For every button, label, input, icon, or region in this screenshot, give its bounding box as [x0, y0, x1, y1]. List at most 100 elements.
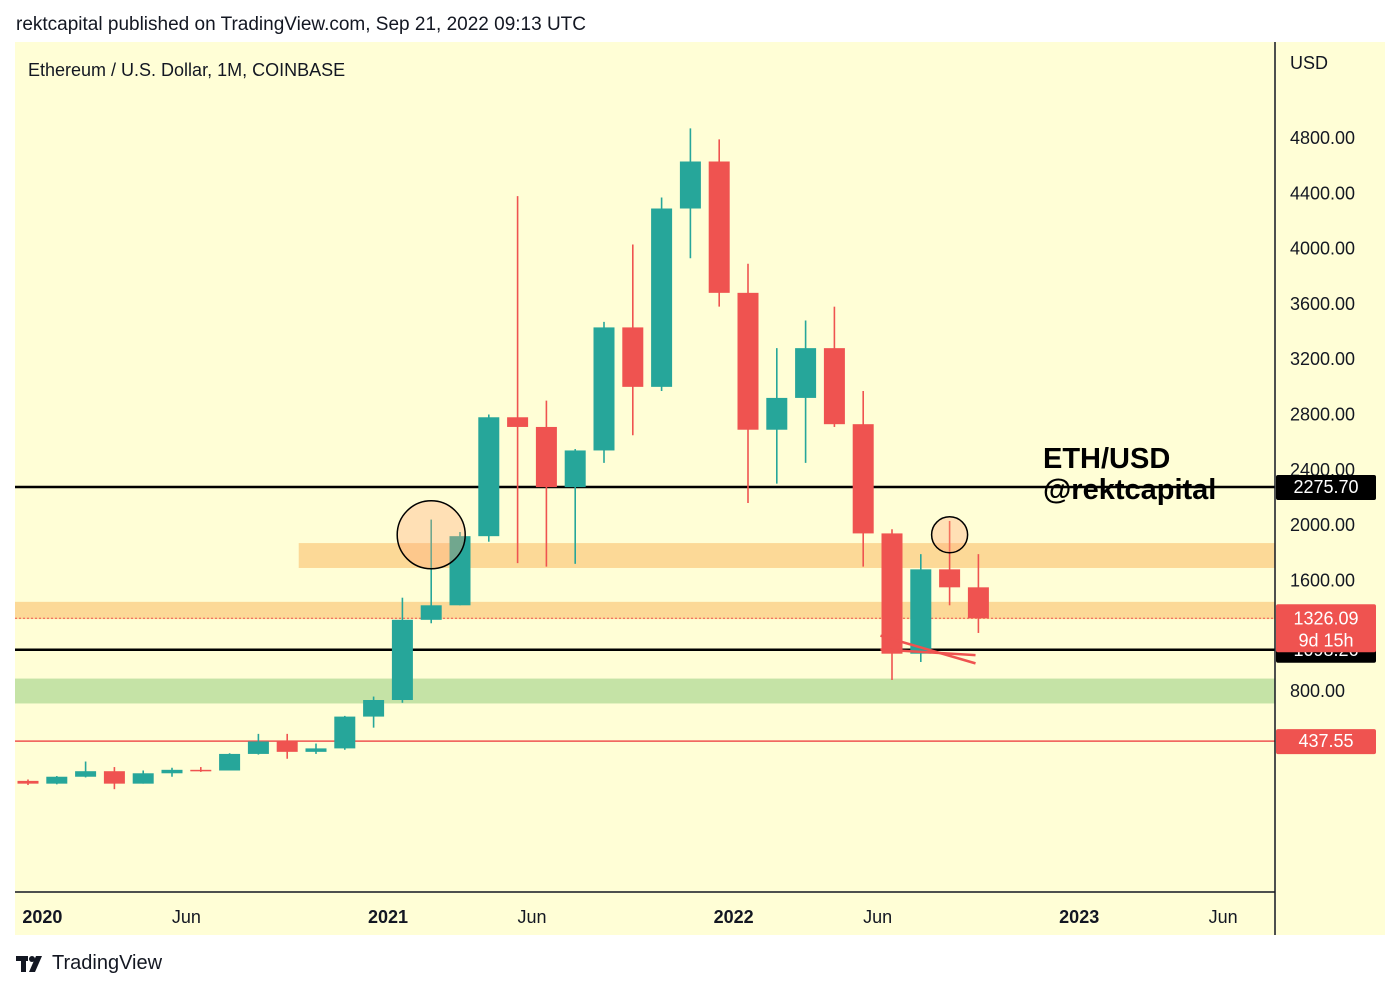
- annotation-line-1: ETH/USD: [1043, 443, 1170, 475]
- y-tick-label: 1600.00: [1290, 570, 1355, 590]
- candle-body: [190, 769, 212, 772]
- candle-body: [766, 397, 788, 430]
- candle-2020-09: [276, 733, 298, 759]
- candle-2021-03: [449, 532, 471, 606]
- last-price-text: 1326.09: [1293, 608, 1358, 628]
- candle-2021-12: [708, 139, 730, 307]
- chart-area[interactable]: 800.00 1600.00 2000.00 2400.00 2800.00 3200.0…: [15, 42, 1385, 935]
- candle-2022-01: [737, 263, 759, 503]
- y-tick-label: 4400.00: [1290, 183, 1355, 203]
- candle-2020-10: [305, 743, 327, 754]
- candle-body: [967, 587, 989, 619]
- candle-body: [939, 569, 961, 588]
- tradingview-brand: TradingView: [52, 952, 163, 974]
- y-tick-label: 2800.00: [1290, 405, 1355, 425]
- y-tick-label: 4000.00: [1290, 239, 1355, 259]
- candle-body: [535, 426, 557, 488]
- candle-2022-07: [910, 554, 932, 662]
- x-tick-label: 2022: [714, 907, 754, 927]
- published-header: rektcapital published on TradingView.com…: [16, 14, 586, 35]
- candle-body: [708, 161, 730, 293]
- symbol-label: Ethereum / U.S. Dollar, 1M, COINBASE: [28, 60, 345, 80]
- y-tick-label: 3600.00: [1290, 294, 1355, 314]
- candle-2020-11: [334, 715, 356, 750]
- countdown-text: 9d 15h: [1298, 630, 1353, 650]
- candle-body: [852, 424, 874, 534]
- candle-2020-06: [190, 767, 212, 772]
- last-price-bg: [1276, 604, 1376, 653]
- candle-body: [622, 327, 644, 387]
- candle-body: [132, 773, 154, 784]
- candle-body: [46, 776, 68, 784]
- price-tag-bg: [1276, 474, 1376, 500]
- y-tick-label: 3200.00: [1290, 349, 1355, 369]
- price-tag-text: 2275.70: [1293, 477, 1358, 497]
- x-tick-label: Jun: [1209, 907, 1238, 927]
- highlight-circle-0: [396, 500, 466, 570]
- candle-2022-03: [795, 320, 817, 463]
- candle-2020-12: [363, 696, 385, 728]
- candle-2022-06: [881, 529, 903, 680]
- zone-green-2: [15, 678, 1275, 704]
- candle-2022-04: [823, 306, 845, 427]
- tradingview-logo[interactable]: TradingView: [16, 952, 162, 975]
- tradingview-logo-icon: [16, 955, 42, 972]
- zone-orange-1: [15, 601, 1275, 620]
- candle-body: [420, 605, 442, 620]
- candle-body: [219, 753, 241, 771]
- circles-layer: [396, 500, 969, 570]
- candle-2021-10: [651, 197, 673, 392]
- x-tick-label: Jun: [172, 907, 201, 927]
- candle-body: [103, 771, 125, 784]
- candle-body: [363, 700, 385, 717]
- candle-body: [478, 417, 500, 537]
- candle-body: [17, 780, 39, 784]
- candle-2020-05: [161, 767, 183, 777]
- candle-2021-06: [535, 400, 557, 567]
- x-tick-label: Jun: [863, 907, 892, 927]
- horizontal-lines-layer: [15, 485, 1275, 742]
- price-tag-text: 437.55: [1298, 731, 1353, 751]
- candle-2021-05: [507, 196, 529, 564]
- candle-body: [305, 748, 327, 752]
- candle-2021-01: [391, 597, 413, 703]
- candle-body: [679, 161, 701, 209]
- candle-2020-07: [219, 753, 241, 771]
- trendline-0: [880, 634, 976, 665]
- candle-2020-04: [132, 770, 154, 784]
- candle-2022-05: [852, 391, 874, 567]
- candle-2021-07: [564, 449, 586, 564]
- candle-body: [507, 417, 529, 427]
- trendline-1: [880, 648, 976, 657]
- candle-2019-12: [17, 779, 39, 786]
- candle-body: [276, 741, 298, 752]
- candle-body: [651, 208, 673, 387]
- trendlines-layer: [880, 634, 976, 665]
- highlight-circle-1: [930, 516, 969, 554]
- y-tick-label: 800.00: [1290, 681, 1345, 701]
- candle-2021-09: [622, 244, 644, 436]
- candle-body: [449, 536, 471, 606]
- candle-2022-09: [967, 554, 989, 633]
- y-tick-label: 4800.00: [1290, 128, 1355, 148]
- x-tick-label: Jun: [517, 907, 546, 927]
- candle-body: [910, 569, 932, 654]
- time-axis[interactable]: 2020 Jun 2021 Jun 2022 Jun 2023 Jun: [22, 907, 1237, 927]
- x-tick-label: 2023: [1059, 907, 1099, 927]
- y-tick-label: 2400.00: [1290, 460, 1355, 480]
- candle-body: [737, 292, 759, 430]
- candle-body: [823, 348, 845, 425]
- candle-body: [881, 533, 903, 654]
- candle-2021-04: [478, 414, 500, 542]
- chart-svg[interactable]: 800.00 1600.00 2000.00 2400.00 2800.00 3200.0…: [15, 42, 1385, 935]
- candle-body: [161, 769, 183, 774]
- price-axis[interactable]: 800.00 1600.00 2000.00 2400.00 2800.00 3200.0…: [1290, 128, 1355, 701]
- candle-2021-02: [420, 519, 442, 624]
- currency-label: USD: [1290, 53, 1328, 73]
- price-tag-437.55: 437.55: [1276, 729, 1376, 755]
- candle-2020-03: [103, 767, 125, 790]
- candle-2022-08: [939, 520, 961, 606]
- candle-body: [75, 771, 97, 777]
